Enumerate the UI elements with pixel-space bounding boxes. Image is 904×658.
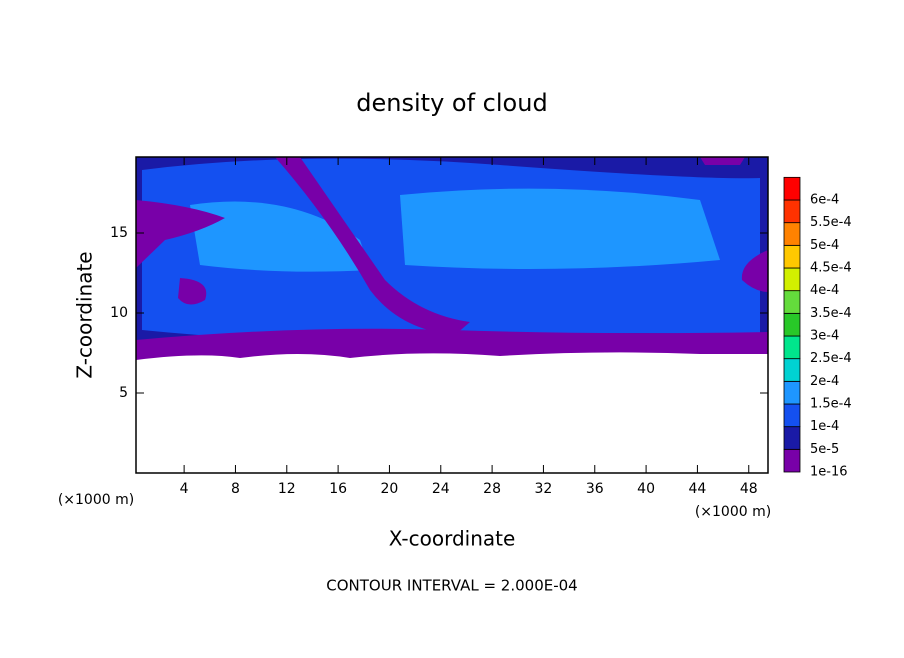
colorbar-label: 5.5e-4 [810, 215, 852, 230]
colorbar-box [783, 312, 801, 337]
colorbar-label: 2.5e-4 [810, 351, 852, 366]
contour-region [136, 200, 225, 268]
colorbar-label: 4e-4 [810, 283, 839, 298]
y-axis-label: Z-coordinate [73, 251, 97, 378]
colorbar-label: 5e-4 [810, 238, 839, 253]
x-unit: (×1000 m) [695, 504, 771, 520]
colorbar-label: 6e-4 [810, 193, 839, 208]
contour-region [700, 157, 745, 165]
colorbar: 1e-16 5e-5 1e-4 1.5e-4 2e-4 2.5e-4 3e-4 3.5e-4 4… [783, 176, 852, 480]
colorbar-box [783, 222, 801, 246]
contour-region [136, 328, 768, 360]
colorbar-box [783, 403, 801, 428]
x-tick-label: 28 [483, 481, 501, 497]
colorbar-box [783, 380, 801, 405]
colorbar-box [783, 448, 801, 473]
chart-title: density of cloud [356, 89, 547, 117]
plot-frame [135, 156, 769, 474]
colorbar-box [783, 290, 801, 314]
colorbar-box [783, 176, 801, 201]
no-data-region [136, 352, 768, 362]
footnote: CONTOUR INTERVAL = 2.000E-04 [326, 577, 577, 595]
colorbar-label: 4.5e-4 [810, 261, 852, 276]
x-tick-label: 20 [381, 481, 399, 497]
colorbar-box [783, 267, 801, 292]
colorbar-label: 1e-16 [810, 465, 848, 480]
colorbar-box [783, 335, 801, 360]
contour-region [220, 230, 330, 258]
x-tick-label: 48 [740, 481, 758, 497]
x-tick-label: 24 [432, 481, 450, 497]
x-tick-label: 36 [586, 481, 604, 497]
colorbar-box [783, 426, 801, 450]
contour-field [136, 157, 768, 473]
x-tick-label: 16 [329, 481, 347, 497]
colorbar-label: 2e-4 [810, 374, 839, 389]
x-tick-label: 4 [180, 481, 189, 497]
x-tick-label: 40 [637, 481, 655, 497]
colorbar-label: 1e-4 [810, 419, 839, 434]
colorbar-box [783, 199, 801, 224]
colorbar-box [783, 244, 801, 269]
contour-region [400, 188, 720, 269]
colorbar-label: 3.5e-4 [810, 306, 852, 321]
y-tick-label: 15 [110, 225, 128, 241]
contour-region [741, 250, 768, 292]
x-tick-label: 12 [278, 481, 296, 497]
contour-region [178, 278, 207, 305]
no-data-region [136, 360, 768, 473]
contour-region [275, 157, 470, 335]
x-axis-label: X-coordinate [389, 527, 516, 551]
x-tick-label: 32 [535, 481, 553, 497]
colorbar-box [783, 358, 801, 382]
y-tick-label: 5 [119, 385, 128, 401]
colorbar-label: 3e-4 [810, 329, 839, 344]
y-tick-label: 10 [110, 305, 128, 321]
x-tick-label: 8 [231, 481, 240, 497]
colorbar-label: 5e-5 [810, 442, 839, 457]
y-unit: (×1000 m) [58, 492, 134, 508]
x-tick-label: 44 [689, 481, 707, 497]
colorbar-label: 1.5e-4 [810, 397, 852, 412]
